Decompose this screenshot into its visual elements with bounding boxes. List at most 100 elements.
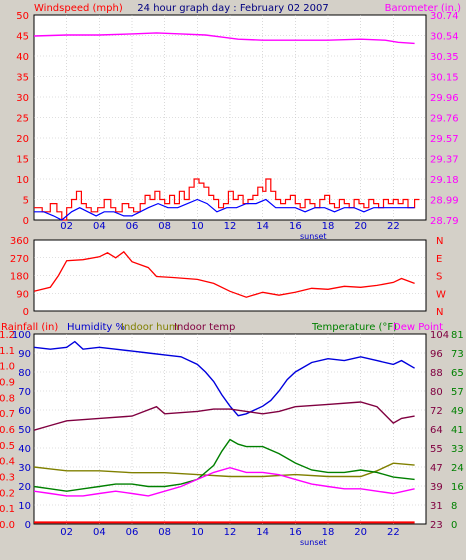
humidity-tick-label: 90 (18, 349, 31, 360)
direction-series (33, 250, 415, 298)
time-tick-label: 10 (191, 221, 204, 232)
series-line-temperature-f- (33, 438, 415, 492)
series-line-indoor-temp (33, 401, 415, 431)
time-tick-label: 12 (224, 527, 237, 538)
temperature-tick-labels: 23 31 39 47 55 64 72 80 88 96 104 (430, 330, 449, 531)
time-tick-label: 18 (322, 527, 335, 538)
rainfall-tick-label: 0.0 (0, 520, 15, 531)
time-tick-label: 18 (322, 221, 335, 232)
series-line-windspeed-mph- (34, 178, 420, 221)
climate-time-tick-labels: 02 04 06 08 10 12 14 16 18 20 22 sunset (60, 527, 399, 547)
temperature-tick-label: 64 (430, 425, 443, 436)
barometer-tick-label: 28.79 (430, 216, 459, 227)
temperature-legend: Temperature (°F) (311, 322, 397, 333)
humidity-tick-label: 60 (18, 406, 31, 417)
windspeed-tick-label: 25 (16, 114, 29, 125)
dew-point-tick-label: 49 (451, 406, 464, 417)
direction-degree-label: 180 (10, 272, 29, 283)
rainfall-tick-label: 0.6 (0, 425, 15, 436)
temperature-tick-label: 88 (430, 368, 443, 379)
barometer-tick-labels: 28.79 28.99 29.18 29.37 29.57 29.76 29.96 30.15… (430, 11, 459, 227)
barometer-tick-label: 30.54 (430, 32, 459, 43)
humidity-tick-label: 10 (18, 501, 31, 512)
time-tick-label: 08 (158, 527, 171, 538)
rainfall-tick-label: 0.1 (0, 504, 15, 515)
barometer-tick-label: 29.37 (430, 155, 459, 166)
windspeed-tick-label: 15 (16, 155, 29, 166)
compass-label: N (436, 307, 443, 318)
barometer-tick-label: 29.57 (430, 134, 459, 145)
time-tick-label: 06 (126, 221, 139, 232)
direction-degree-label: 360 (10, 236, 29, 247)
time-tick-label: 04 (93, 527, 106, 538)
time-tick-label: 12 (224, 221, 237, 232)
humidity-tick-labels: 0 10 20 30 40 50 60 70 80 90 100 (12, 330, 31, 531)
windspeed-tick-label: 45 (16, 32, 29, 43)
time-tick-label: 10 (191, 527, 204, 538)
temperature-tick-label: 39 (430, 482, 443, 493)
dew-point-tick-label: 8 (451, 501, 457, 512)
rainfall-tick-labels: 0.0 0.1 0.2 0.3 0.4 0.5 0.6 0.7 0.8 0.9 1.0 1.1 1.2 (0, 330, 15, 531)
compass-label: W (436, 289, 446, 300)
chart-title: 24 hour graph day : February 02 2007 (137, 3, 328, 14)
windspeed-tick-label: 10 (16, 175, 29, 186)
time-tick-label: 02 (60, 221, 73, 232)
rainfall-tick-label: 1.1 (0, 346, 15, 357)
humidity-legend: Humidity % (67, 322, 125, 333)
dew-point-tick-label: 65 (451, 368, 464, 379)
rainfall-tick-label: 0.7 (0, 409, 15, 420)
time-tick-label: 02 (60, 527, 73, 538)
time-tick-label: 14 (256, 527, 269, 538)
barometer-axis-label: Barometer (in.) (385, 3, 461, 14)
humidity-tick-label: 0 (25, 520, 31, 531)
windspeed-tick-label: 20 (16, 134, 29, 145)
rainfall-tick-label: 1.0 (0, 362, 15, 373)
humidity-tick-label: 70 (18, 387, 31, 398)
rainfall-tick-label: 0.5 (0, 441, 15, 452)
temperature-tick-label: 72 (430, 406, 443, 417)
dew-point-tick-label: 57 (451, 387, 464, 398)
rainfall-tick-label: 0.3 (0, 473, 15, 484)
time-tick-label: 22 (387, 527, 400, 538)
windspeed-axis-label: Windspeed (mph) (34, 3, 123, 14)
dew-point-tick-label: 73 (451, 349, 464, 360)
barometer-tick-label: 29.96 (430, 93, 459, 104)
windspeed-tick-label: 30 (16, 93, 29, 104)
rainfall-tick-label: 0.4 (0, 457, 15, 468)
dew-point-tick-label: 24 (451, 463, 464, 474)
humidity-tick-label: 80 (18, 368, 31, 379)
barometer-tick-label: 29.18 (430, 175, 459, 186)
dew-point-tick-label: 41 (451, 425, 464, 436)
temperature-tick-label: 31 (430, 501, 443, 512)
temperature-tick-label: 104 (430, 330, 449, 341)
temperature-tick-label: 23 (430, 520, 443, 531)
humidity-tick-label: 100 (12, 330, 31, 341)
windspeed-tick-label: 5 (23, 196, 29, 207)
humidity-tick-label: 30 (18, 463, 31, 474)
series-line-dew-point (33, 466, 415, 497)
compass-label: S (436, 272, 442, 283)
rainfall-tick-label: 0.2 (0, 488, 15, 499)
compass-label: N (436, 236, 443, 247)
time-tick-label: 16 (289, 527, 302, 538)
compass-label: E (436, 254, 442, 265)
humidity-tick-label: 50 (18, 425, 31, 436)
barometer-tick-label: 30.35 (430, 52, 459, 63)
humidity-tick-label: 20 (18, 482, 31, 493)
temperature-tick-label: 96 (430, 349, 443, 360)
windspeed-tick-labels: 0 5 10 15 20 25 30 35 40 45 50 (16, 11, 29, 227)
series-line-barometer-in- (33, 32, 415, 45)
dew-point-tick-label: 16 (451, 482, 464, 493)
wind-plot-grid (34, 15, 426, 220)
direction-degree-label: 90 (16, 289, 29, 300)
direction-degree-label: 270 (10, 254, 29, 265)
time-tick-label: 08 (158, 221, 171, 232)
windspeed-tick-label: 0 (23, 216, 29, 227)
temperature-tick-label: 55 (430, 444, 443, 455)
barometer-tick-label: 28.99 (430, 196, 459, 207)
sunset-label: sunset (300, 538, 327, 547)
direction-degree-labels: 0 90 180 270 360 (10, 236, 29, 318)
windspeed-tick-label: 50 (16, 11, 29, 22)
time-tick-label: 20 (354, 221, 367, 232)
